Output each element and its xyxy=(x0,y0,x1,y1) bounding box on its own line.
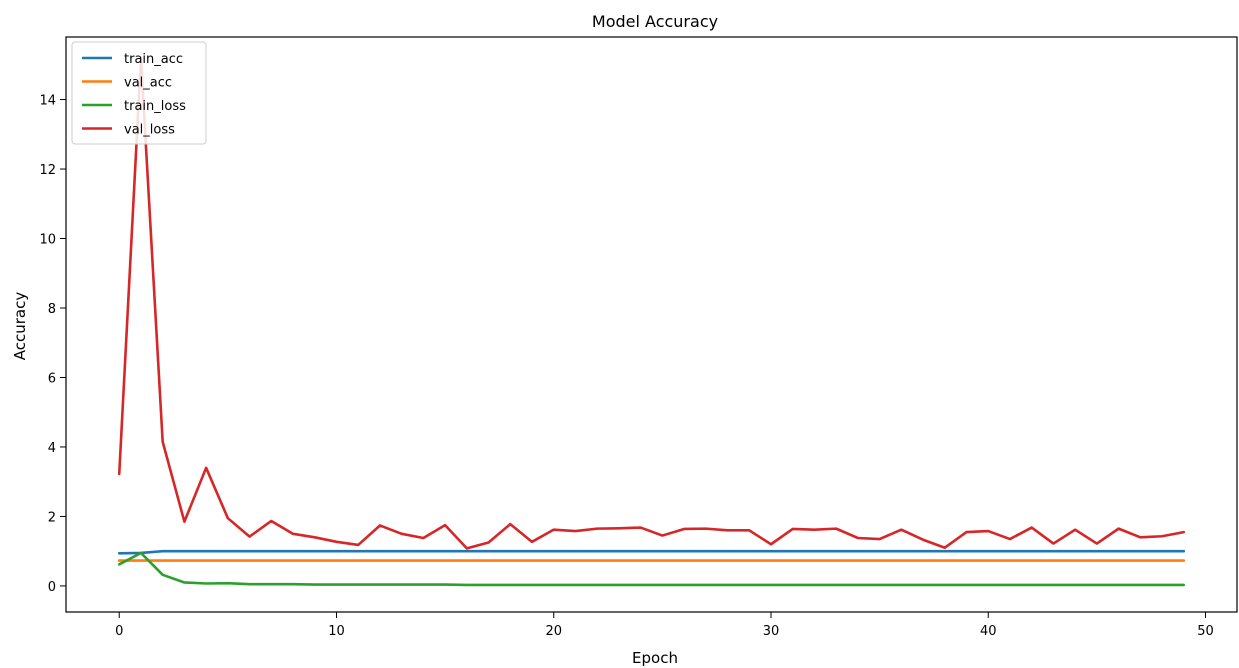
y-tick-label: 0 xyxy=(48,580,56,595)
y-tick-label: 8 xyxy=(48,302,56,317)
x-tick-label: 0 xyxy=(115,624,123,639)
y-tick-label: 4 xyxy=(48,441,56,456)
axes-frame xyxy=(65,36,1238,613)
x-tick-label: 10 xyxy=(328,624,345,639)
series-line-train-loss xyxy=(117,551,1186,587)
series-line-train-acc xyxy=(117,549,1186,555)
y-tick-label: 14 xyxy=(39,94,56,109)
legend-entry: train_loss xyxy=(124,99,186,114)
x-tick-label: 50 xyxy=(1197,624,1214,639)
y-axis-label: Accuracy xyxy=(11,292,29,361)
legend-box xyxy=(71,41,207,145)
y-tick-label: 2 xyxy=(48,510,56,525)
legend-entry: train_acc xyxy=(124,52,183,67)
x-tick-label: 40 xyxy=(980,624,997,639)
x-tick-label: 30 xyxy=(763,624,780,639)
chart-title: Model Accuracy xyxy=(592,12,718,31)
y-tick-label: 10 xyxy=(39,233,56,248)
y-tick-label: 12 xyxy=(39,163,56,178)
series-line-val-loss xyxy=(117,56,1186,550)
plot-area: 0 10 20 30 40 50 0 2 4 6 8 10 12 14 train_acc val_acctr… xyxy=(39,36,1238,639)
y-tick-label: 6 xyxy=(48,371,56,386)
x-axis-label: Epoch xyxy=(632,649,678,667)
x-tick-label: 20 xyxy=(545,624,562,639)
legend-entry: val_loss xyxy=(124,123,175,138)
legend-entry: val_acc xyxy=(124,76,172,91)
